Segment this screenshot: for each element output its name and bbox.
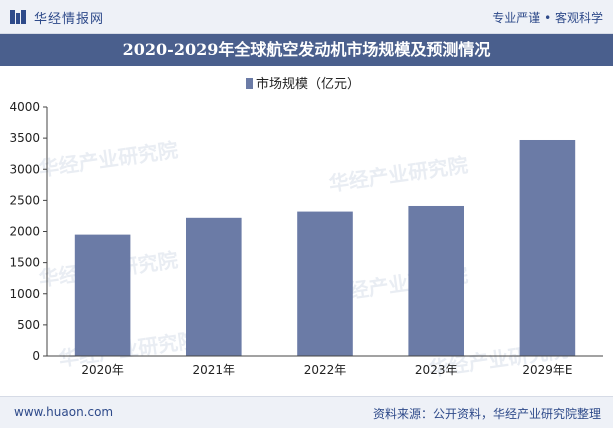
x-tick-label: 2020年 <box>81 363 124 377</box>
slogan: 专业严谨 • 客观科学 <box>492 11 603 25</box>
bar-chart: 华经产业研究院华经产业研究院华经产业研究院华经产业研究院华经产业研究院华经产业研… <box>9 76 603 381</box>
bar <box>186 217 242 356</box>
x-axis: 2020年 2021年 2022年 2023年 2029年E <box>47 355 603 377</box>
y-tick-label: 2500 <box>9 193 40 207</box>
logo-icon <box>10 10 26 24</box>
watermark-text: 华经产业研究院 <box>327 153 469 196</box>
bar <box>74 234 131 356</box>
x-tick-label: 2022年 <box>304 363 347 377</box>
y-tick-label: 0 <box>32 349 40 363</box>
y-tick-label: 4000 <box>9 100 40 114</box>
bars <box>74 139 576 356</box>
x-tick-label: 2021年 <box>193 363 236 377</box>
y-tick-label: 2000 <box>9 225 40 239</box>
bar <box>297 211 353 356</box>
watermark-text: 华经产业研究院 <box>37 138 179 181</box>
legend-swatch <box>246 78 253 89</box>
chart-title: 2020-2029年全球航空发动机市场规模及预测情况 <box>122 40 491 59</box>
bar <box>408 205 464 356</box>
y-tick-label: 3500 <box>9 131 40 145</box>
y-tick-label: 1500 <box>9 256 40 270</box>
legend-label: 市场规模（亿元） <box>256 76 360 92</box>
source-note: 资料来源：公开资料，华经产业研究院整理 <box>372 407 601 421</box>
y-tick-label: 500 <box>17 318 40 332</box>
brand-name: 华经情报网 <box>34 12 105 27</box>
bar <box>519 139 576 356</box>
legend: 市场规模（亿元） <box>246 76 360 92</box>
top-bar: 华经情报网 专业严谨 • 客观科学 <box>0 0 613 34</box>
site-url: www.huaon.com <box>14 405 114 419</box>
title-bar: 2020-2029年全球航空发动机市场规模及预测情况 <box>0 34 613 66</box>
x-tick-label: 2029年E <box>522 363 572 377</box>
y-tick-label: 1000 <box>9 287 40 301</box>
footer-bar: www.huaon.com 资料来源：公开资料，华经产业研究院整理 <box>0 396 613 428</box>
x-tick-label: 2023年 <box>415 363 458 377</box>
y-axis: 0 500 1000 1500 2000 2500 3000 3500 4000 <box>9 100 48 363</box>
y-tick-label: 3000 <box>9 162 40 176</box>
